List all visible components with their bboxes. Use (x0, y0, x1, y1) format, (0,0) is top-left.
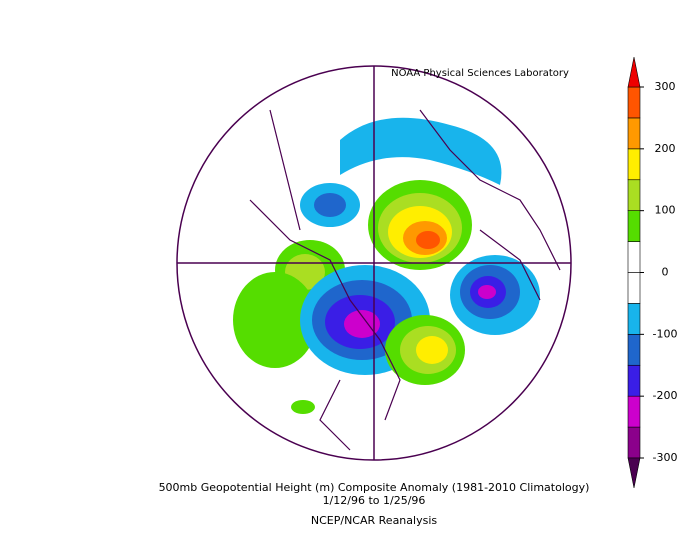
colorbar-tick-label: 100 (655, 204, 676, 217)
colorbar-segment (627, 210, 641, 242)
colorbar-tick-label: -100 (653, 327, 678, 340)
colorbar-segment (627, 426, 641, 459)
colorbar-segment (627, 241, 641, 273)
colorbar-segment (627, 179, 641, 211)
colorbar-segment (627, 334, 641, 366)
colorbar-tick-label: -300 (653, 451, 678, 464)
colorbar-segment (627, 395, 641, 428)
colorbar-segment (627, 86, 641, 119)
colorbar-tick-label: 200 (655, 142, 676, 155)
anomaly-field (233, 109, 561, 451)
colorbar-under (627, 457, 641, 489)
credit: NOAA Physical Sciences Laboratory (391, 68, 569, 79)
colorbar-tick-label: 0 (662, 266, 669, 279)
caption: 500mb Geopotential Height (m) Composite … (159, 481, 590, 494)
colorbar-segment (627, 272, 641, 304)
colorbar-over (627, 56, 641, 88)
caption: NCEP/NCAR Reanalysis (311, 514, 437, 527)
colorbar-tick-label: 300 (655, 80, 676, 93)
colorbar-segment (627, 303, 641, 335)
colorbar-tick-label: -200 (653, 389, 678, 402)
colorbar-segment (627, 148, 641, 181)
colorbar-segment (627, 117, 641, 150)
colorbar: -300 -200 -100 0 100 200 300 (627, 56, 678, 489)
caption: 1/12/96 to 1/25/96 (323, 494, 426, 507)
colorbar-segment (627, 364, 641, 397)
